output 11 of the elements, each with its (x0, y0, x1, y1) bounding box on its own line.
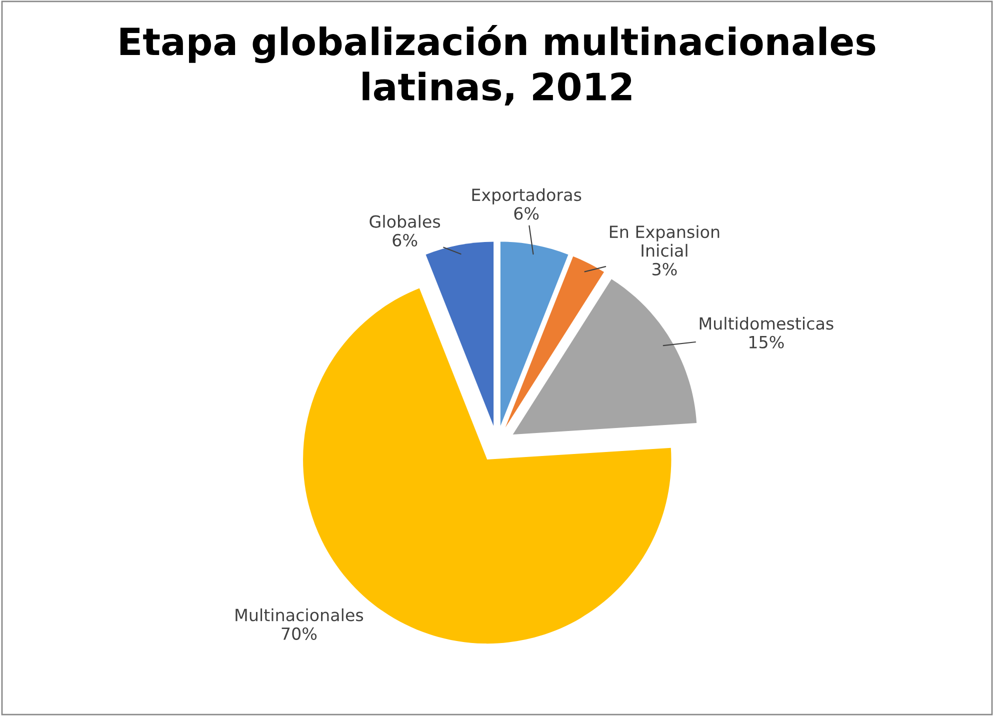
slice-label: Exportadoras (472, 188, 582, 204)
data-label: 6% (392, 234, 418, 246)
data-label: 70% (282, 627, 317, 640)
slice-label: Multinacionales (236, 608, 364, 622)
chart-title: Etapa globalización multinacionales latinas, 2012 (120, 25, 876, 106)
data-label: 3% (652, 262, 677, 276)
data-label: 6% (514, 207, 539, 220)
slice-label: En Expansion Inicial (610, 225, 720, 257)
slice-label: Multidomesticas (700, 316, 834, 330)
slice-label: Globales (370, 214, 440, 228)
data-label: 15% (749, 336, 784, 348)
